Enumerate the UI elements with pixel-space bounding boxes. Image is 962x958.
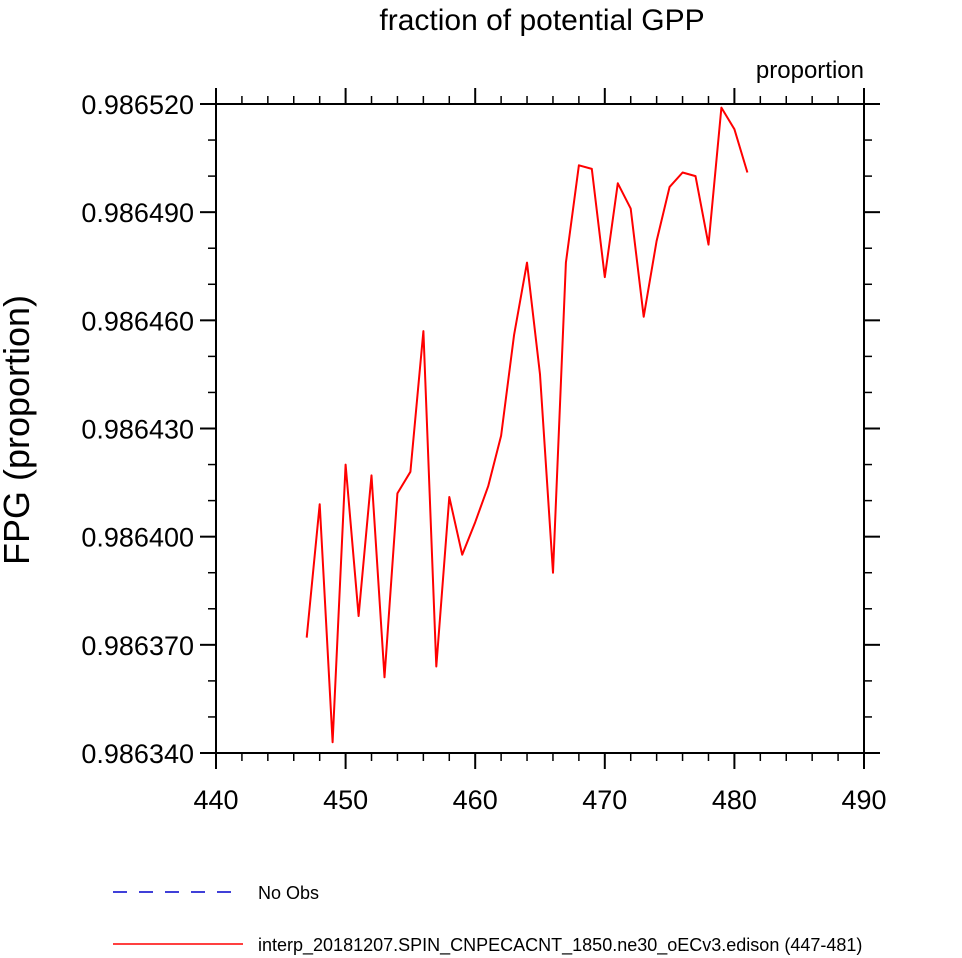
y-tick-label: 0.986400 <box>81 523 194 553</box>
series-line <box>305 106 749 744</box>
series-layer <box>305 106 749 744</box>
y-tick-label: 0.986430 <box>81 415 194 445</box>
chart-title: fraction of potential GPP <box>379 4 704 37</box>
legend-label-no-obs: No Obs <box>258 883 319 903</box>
y-tick-label: 0.986460 <box>81 306 194 336</box>
y-tick-label: 0.986370 <box>81 631 194 661</box>
y-tick-labels: 0.986340 0.986370 0.986400 0.986430 0.986460… <box>81 90 194 769</box>
axis-ticks <box>200 88 880 769</box>
x-tick-label: 460 <box>453 785 498 815</box>
units-label: proportion <box>756 57 864 84</box>
x-tick-label: 440 <box>193 785 238 815</box>
x-tick-label: 470 <box>582 785 627 815</box>
y-tick-label: 0.986490 <box>81 198 194 228</box>
x-tick-label: 490 <box>841 785 886 815</box>
y-tick-label: 0.986520 <box>81 90 194 120</box>
plot-frame <box>215 103 865 754</box>
x-tick-label: 480 <box>712 785 757 815</box>
x-tick-labels: 440 450 460 470 480 490 <box>193 785 886 815</box>
legend-label-model: interp_20181207.SPIN_CNPECACNT_1850.ne30… <box>258 935 862 956</box>
y-axis-label: FPG (proportion) <box>0 295 37 565</box>
y-tick-label: 0.986340 <box>81 739 194 769</box>
legend: No Obs interp_20181207.SPIN_CNPECACNT_18… <box>113 883 862 956</box>
x-tick-label: 450 <box>323 785 368 815</box>
